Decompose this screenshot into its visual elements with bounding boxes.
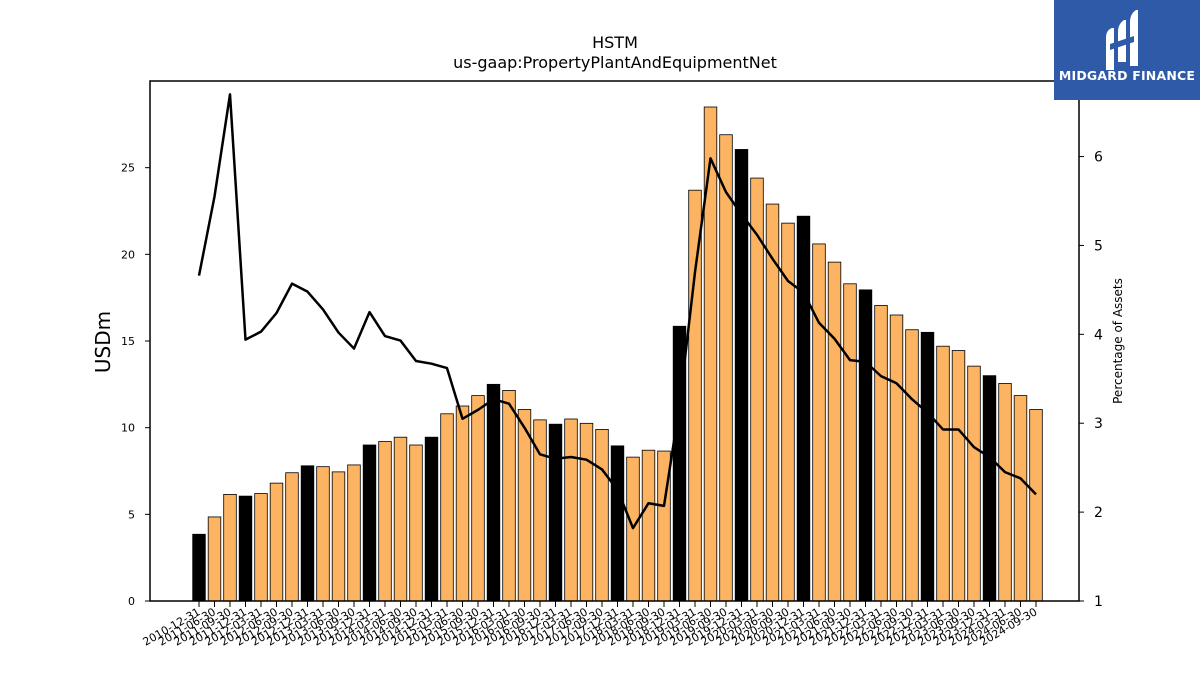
bar xyxy=(641,449,656,602)
bar xyxy=(595,428,609,602)
y-axis-right: 1 2 3 4 5 6 xyxy=(1079,150,1103,610)
bar xyxy=(610,445,625,602)
x-axis: 2010-12-312011-06-302011-09-302011-12-31… xyxy=(141,601,1040,649)
bar xyxy=(362,444,377,602)
y2-tick-label: 3 xyxy=(1094,416,1103,432)
logo-mark-icon xyxy=(1106,10,1138,70)
bar xyxy=(936,345,950,602)
bar xyxy=(331,471,346,602)
bar xyxy=(734,149,749,602)
bar xyxy=(920,331,935,602)
y-tick-label: 5 xyxy=(128,508,135,521)
bar xyxy=(874,305,888,602)
bar xyxy=(905,329,919,602)
bar xyxy=(347,464,361,602)
bar xyxy=(982,375,997,602)
bar xyxy=(998,383,1012,602)
y-tick-label: 0 xyxy=(128,595,135,608)
series-line xyxy=(197,93,1037,530)
bar xyxy=(951,350,966,602)
bar xyxy=(424,436,439,602)
bar xyxy=(719,134,733,602)
bar xyxy=(812,243,826,602)
bar xyxy=(409,444,423,602)
y-tick-label: 10 xyxy=(121,422,135,435)
logo-text: MIDGARD FINANCE xyxy=(1058,68,1196,83)
bar xyxy=(564,418,578,602)
y-tick-label: 25 xyxy=(121,162,135,175)
bar xyxy=(269,482,284,602)
bar xyxy=(471,395,485,602)
y-axis-left: 0 5 10 15 20 25 xyxy=(121,162,150,608)
line-series xyxy=(197,93,1037,530)
bar xyxy=(300,465,315,602)
y2-tick-label: 2 xyxy=(1094,505,1103,521)
bar xyxy=(455,405,470,602)
bar xyxy=(858,289,873,602)
bar xyxy=(548,423,563,602)
y2-tick-label: 6 xyxy=(1094,150,1103,166)
bar xyxy=(796,215,811,602)
bar xyxy=(688,189,702,602)
y-tick-label: 20 xyxy=(121,248,135,261)
bar xyxy=(378,441,392,602)
bar xyxy=(316,466,330,602)
bar xyxy=(254,493,268,602)
bar-series xyxy=(192,106,1043,602)
bar xyxy=(1029,409,1043,602)
chart-subtitle: us-gaap:PropertyPlantAndEquipmentNet xyxy=(453,53,777,72)
y-tick-label: 15 xyxy=(121,335,135,348)
bar xyxy=(440,413,454,602)
bar xyxy=(238,495,253,602)
bar xyxy=(827,261,842,602)
bar xyxy=(967,365,981,602)
y2-tick-label: 5 xyxy=(1094,238,1103,254)
bar xyxy=(207,516,222,602)
bar xyxy=(486,383,501,602)
bar xyxy=(502,389,516,602)
bar xyxy=(1013,395,1028,602)
bar xyxy=(192,533,206,602)
y2-axis-label: Percentage of Assets xyxy=(1111,278,1125,404)
bar xyxy=(579,422,594,602)
y2-tick-label: 1 xyxy=(1094,594,1103,610)
brand-logo: MIDGARD FINANCE xyxy=(1054,0,1200,100)
bar xyxy=(223,493,237,602)
chart-title: HSTM xyxy=(592,33,638,52)
bar xyxy=(285,472,299,602)
bar xyxy=(843,283,857,602)
bar xyxy=(889,314,904,602)
bar xyxy=(703,106,718,602)
y-axis-label: USDm xyxy=(91,311,115,373)
bar xyxy=(393,436,408,602)
bar xyxy=(517,409,532,602)
y2-tick-label: 4 xyxy=(1094,327,1103,343)
